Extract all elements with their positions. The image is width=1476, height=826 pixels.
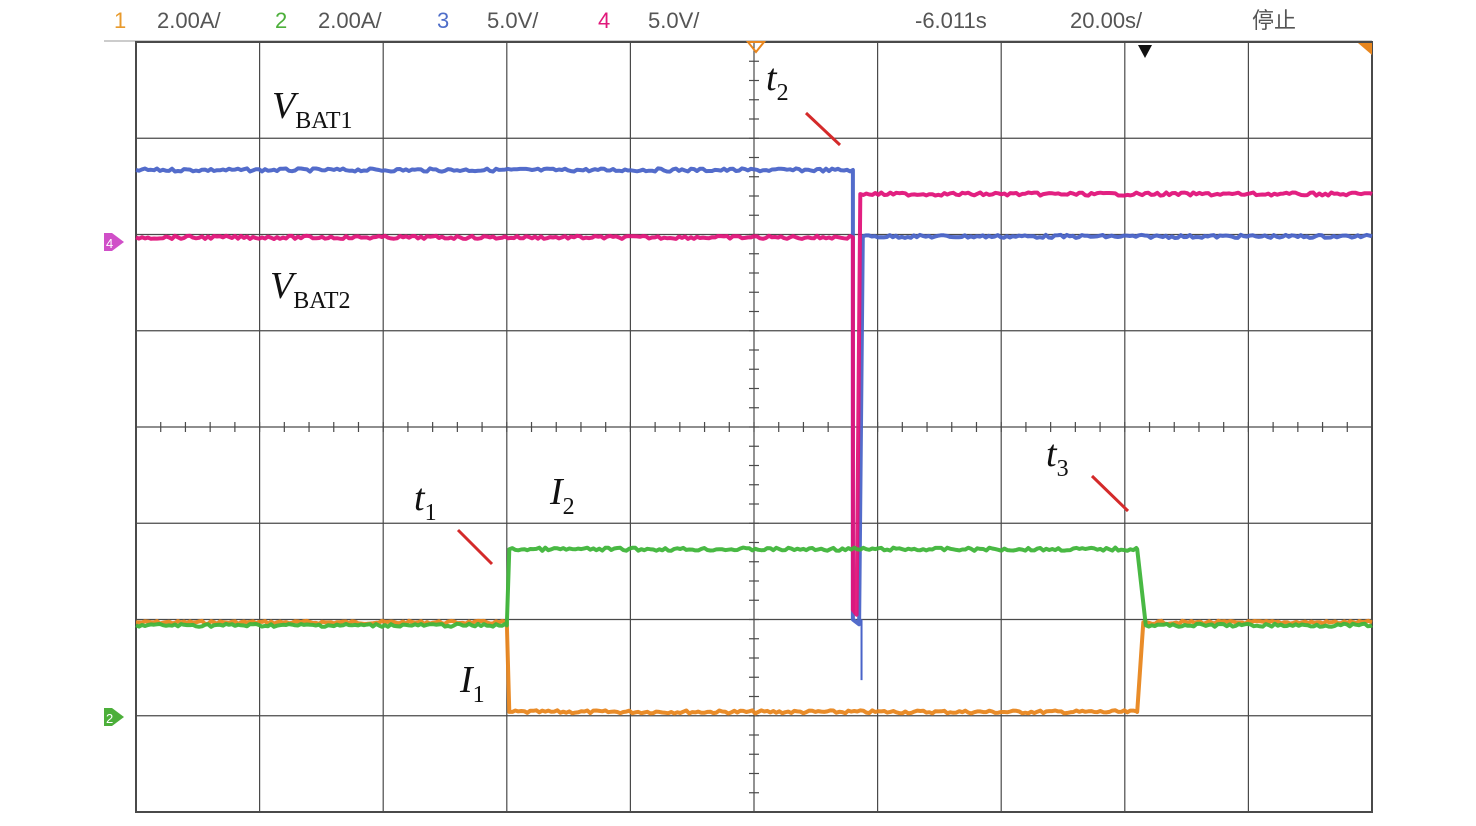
channel-1-scale: 2.00A/ xyxy=(157,8,221,33)
i2-label: I2 xyxy=(549,471,575,520)
status-bar: 1 2.00A/ 2 2.00A/ 3 5.0V/ 4 5.0V/ -6.011… xyxy=(104,8,1372,42)
waveform-traces xyxy=(135,166,1374,716)
graticule xyxy=(135,41,1373,813)
trigger-position-marker xyxy=(745,41,767,54)
channel-3-scale: 5.0V/ xyxy=(487,8,539,33)
channel-4-number: 4 xyxy=(598,8,610,33)
run-state: 停止 xyxy=(1252,8,1296,33)
t3-label: t3 xyxy=(1046,433,1069,482)
annotation-pointers xyxy=(456,111,1130,566)
svg-text:2: 2 xyxy=(106,711,113,726)
trace-vbat1 xyxy=(135,166,1373,627)
time-offset: -6.011s xyxy=(915,8,987,33)
annotations: VBAT1 VBAT2 t1 t2 t3 I1 I2 xyxy=(270,57,1069,708)
channel-1-2-ground-marker: 2 xyxy=(104,708,124,726)
svg-text:4: 4 xyxy=(106,236,113,251)
t3-pointer-line xyxy=(1090,474,1130,513)
vbat1-label: VBAT1 xyxy=(272,85,353,134)
time-reference-marker xyxy=(1138,45,1152,58)
trace-vbat2 xyxy=(135,190,1373,617)
channel-2-scale: 2.00A/ xyxy=(318,8,382,33)
channel-3-number: 3 xyxy=(437,8,449,33)
markers: 4 2 xyxy=(104,41,1372,726)
time-scale: 20.00s/ xyxy=(1070,8,1143,33)
vbat2-label: VBAT2 xyxy=(270,265,351,314)
trace-i2 xyxy=(135,545,1373,629)
t2-label: t2 xyxy=(766,57,789,106)
channel-1-number: 1 xyxy=(114,8,126,33)
trigger-level-marker xyxy=(1358,43,1372,55)
i1-label: I1 xyxy=(459,659,485,708)
t1-label: t1 xyxy=(414,477,437,526)
channel-4-scale: 5.0V/ xyxy=(648,8,700,33)
t2-pointer-line xyxy=(804,111,842,147)
t1-pointer-line xyxy=(456,528,494,566)
channel-2-number: 2 xyxy=(275,8,287,33)
channel-3-4-ground-marker: 4 xyxy=(104,233,124,251)
